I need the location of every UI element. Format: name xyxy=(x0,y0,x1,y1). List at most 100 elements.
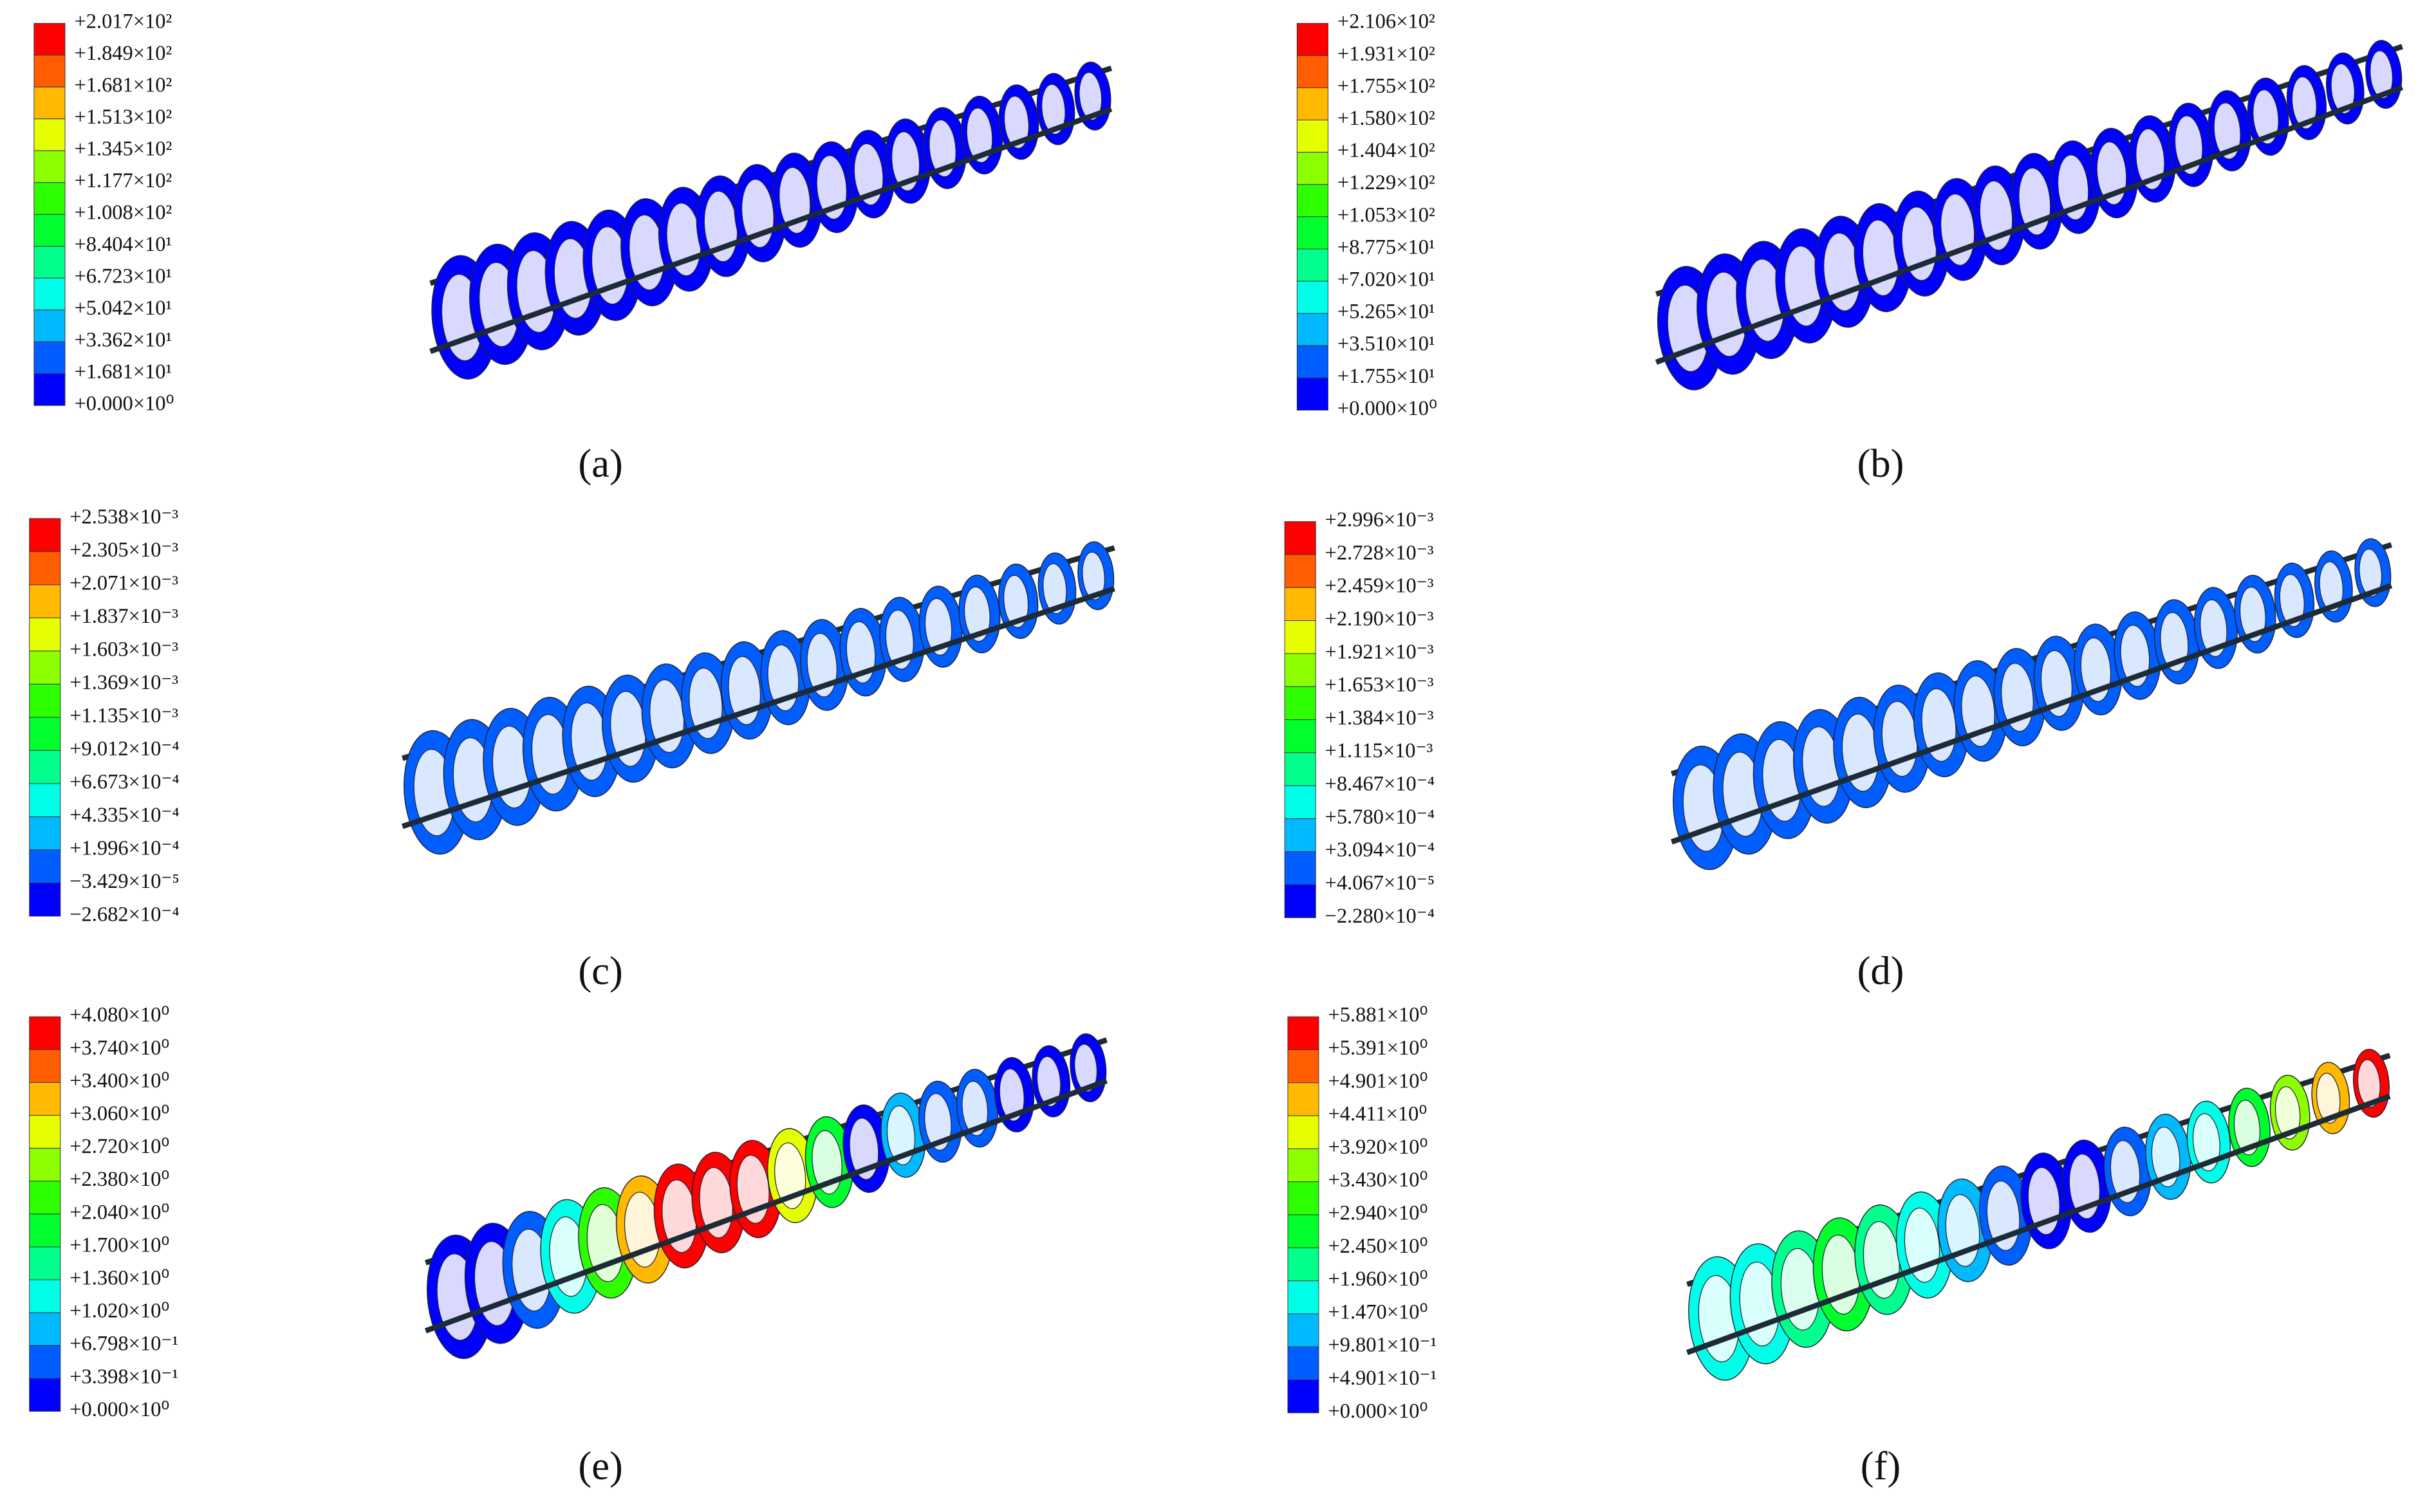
legend-swatch xyxy=(29,1378,61,1412)
legend-swatch xyxy=(1284,653,1316,687)
legend-label: +1.384×10⁻³ xyxy=(1325,706,1434,730)
ring-hole xyxy=(1041,84,1066,135)
legend-swatch xyxy=(1287,1049,1319,1083)
legend-label: +6.673×10⁻⁴ xyxy=(70,770,180,793)
legend-swatch xyxy=(1287,1016,1319,1051)
legend-label: +3.060×10⁰ xyxy=(70,1102,169,1125)
legend-swatch xyxy=(1284,851,1316,885)
legend-label: +2.996×10⁻³ xyxy=(1325,508,1434,531)
legend-swatch xyxy=(29,584,61,618)
ring-hole xyxy=(963,586,990,642)
ring-hole xyxy=(2200,599,2227,657)
ring-hole xyxy=(1003,575,1029,628)
legend-label: +1.369×10⁻³ xyxy=(70,671,178,694)
legend-label: +4.080×10⁰ xyxy=(70,1004,169,1027)
ring-hole xyxy=(2239,586,2266,642)
legend-label: +0.000×10⁰ xyxy=(1337,397,1437,420)
legend-label: +4.901×10⁻¹ xyxy=(1328,1367,1437,1390)
legend-label: +2.720×10⁰ xyxy=(70,1135,169,1158)
legend-label: +1.996×10⁻⁴ xyxy=(70,836,180,860)
legend-label: +2.380×10⁰ xyxy=(70,1168,169,1191)
ring-hole xyxy=(2274,1086,2301,1139)
ring-hole xyxy=(924,1093,952,1151)
ring-hole xyxy=(849,1118,879,1180)
panel: +2.996×10⁻³ +2.728×10⁻³ +2.459×10⁻³ +2.190×… xyxy=(1284,508,2393,993)
legend-swatch xyxy=(1284,620,1316,654)
ring-hole xyxy=(962,1080,989,1136)
legend-label: +5.042×10¹ xyxy=(74,297,172,320)
legend-swatch xyxy=(33,341,66,374)
legend-label: +1.470×10⁰ xyxy=(1328,1300,1427,1323)
legend-swatch xyxy=(1287,1280,1319,1314)
legend-label: −2.682×10⁻⁴ xyxy=(70,903,180,926)
legend-label: +2.106×10² xyxy=(1337,10,1435,33)
legend-label: +1.008×10² xyxy=(74,201,172,225)
ring-hole xyxy=(999,1068,1025,1121)
legend-label: +4.411×10⁰ xyxy=(1328,1103,1427,1126)
legend-swatch xyxy=(1296,184,1328,217)
legend-label: +4.901×10⁰ xyxy=(1328,1069,1427,1093)
legend-label: +1.053×10² xyxy=(1337,203,1435,226)
ring-hole xyxy=(2213,102,2241,160)
legend-label: +1.755×10¹ xyxy=(1337,365,1435,388)
legend-label: +1.700×10⁰ xyxy=(70,1233,169,1257)
ring-hole xyxy=(2233,1100,2260,1156)
legend-swatch xyxy=(1287,1115,1319,1149)
legend-label: +1.229×10² xyxy=(1337,171,1435,194)
ring-hole xyxy=(1082,551,1105,600)
legend-label: +2.040×10⁰ xyxy=(70,1201,169,1224)
legend-swatch xyxy=(1296,345,1328,378)
ring-hole xyxy=(924,598,953,656)
ring-hole xyxy=(2319,561,2343,613)
legend-swatch xyxy=(29,1049,61,1083)
legend-label: +3.510×10¹ xyxy=(1337,333,1435,356)
legend-swatch xyxy=(29,1016,61,1050)
legend-label: +1.653×10⁻³ xyxy=(1325,674,1434,697)
legend-label: +1.755×10² xyxy=(1337,75,1435,98)
ring-hole xyxy=(2330,63,2355,115)
legend-label: +2.450×10⁰ xyxy=(1328,1235,1427,1258)
legend-label: +4.335×10⁻⁴ xyxy=(70,804,180,827)
legend-swatch xyxy=(29,1279,61,1313)
legend-swatch xyxy=(1284,554,1316,588)
legend-swatch xyxy=(33,277,66,311)
ring-hole xyxy=(2151,1127,2181,1188)
legend-swatch xyxy=(29,518,61,552)
ring-hole xyxy=(891,131,920,192)
ring-hole xyxy=(1043,563,1067,614)
legend-label: +2.728×10⁻³ xyxy=(1325,541,1434,564)
rod xyxy=(429,106,1113,355)
legend-label: +6.723×10¹ xyxy=(74,265,172,288)
legend-label: +2.017×10² xyxy=(74,10,172,33)
legend-swatch xyxy=(29,717,61,751)
legend-swatch xyxy=(33,246,66,279)
legend-label: +6.798×10⁻¹ xyxy=(70,1332,178,1356)
legend-label: +3.920×10⁰ xyxy=(1328,1136,1427,1159)
legend-swatch xyxy=(33,86,66,120)
legend-label: +1.513×10² xyxy=(74,106,172,129)
legend-swatch xyxy=(1287,1346,1319,1381)
legend-label: +9.801×10⁻¹ xyxy=(1328,1334,1437,1357)
legend-swatch xyxy=(29,1148,61,1182)
legend-swatch xyxy=(29,1115,61,1149)
legend-swatch xyxy=(1296,377,1328,410)
legend-swatch xyxy=(1296,55,1328,88)
ring-hole xyxy=(2174,115,2203,175)
ring-hole xyxy=(853,143,884,206)
legend-label: +1.921×10⁻³ xyxy=(1325,640,1434,663)
legend-swatch xyxy=(1287,1148,1319,1183)
legend-swatch xyxy=(1284,521,1316,555)
rod xyxy=(424,1078,1108,1334)
ring-hole xyxy=(2120,625,2150,687)
legend-swatch xyxy=(33,55,66,88)
legend-label: +1.177×10² xyxy=(74,169,172,192)
legend-swatch xyxy=(29,1312,61,1346)
legend-label: +2.305×10⁻³ xyxy=(70,539,178,562)
legend-label: +1.580×10² xyxy=(1337,107,1435,130)
ring-hole xyxy=(2253,89,2279,145)
legend-label: +3.740×10⁰ xyxy=(70,1037,169,1060)
panel: +4.080×10⁰ +3.740×10⁰ +3.400×10⁰ +3.060×10⁰… xyxy=(29,1004,1108,1488)
legend-swatch xyxy=(29,683,61,718)
legend-label: +1.360×10⁰ xyxy=(70,1267,169,1290)
legend-label: +0.000×10⁰ xyxy=(1328,1399,1427,1423)
